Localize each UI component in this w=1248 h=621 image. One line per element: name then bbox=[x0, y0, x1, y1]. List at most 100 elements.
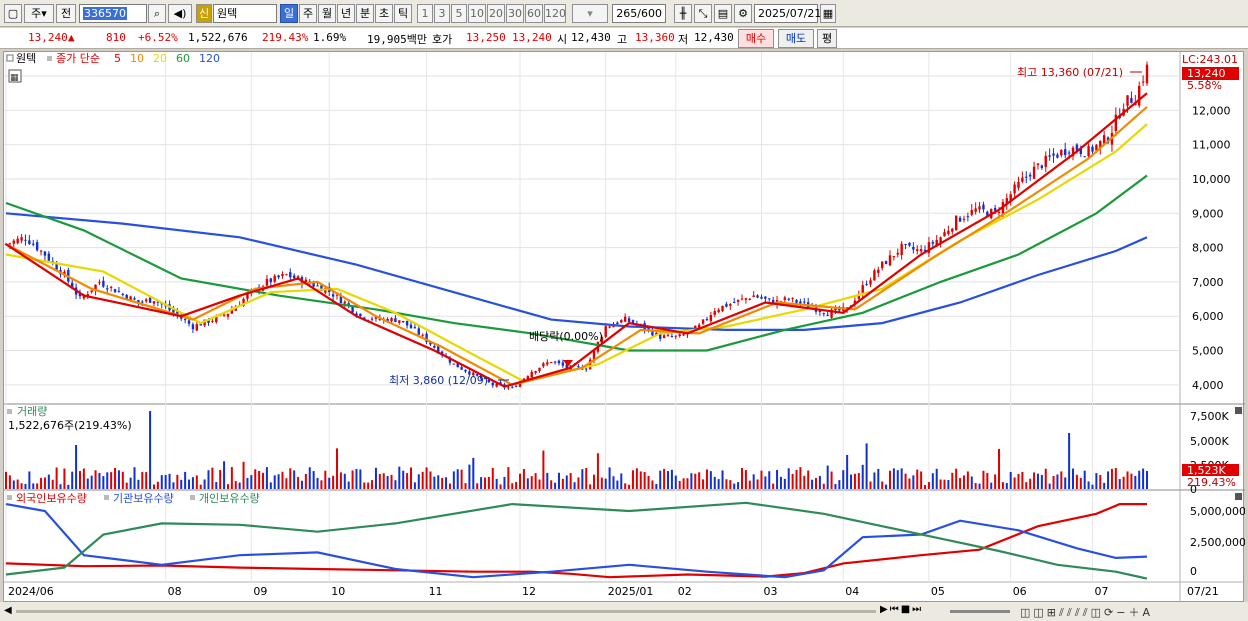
volume-bar bbox=[483, 477, 486, 489]
interval-button-20[interactable]: 20 bbox=[487, 4, 505, 23]
holding-legend: 기관보유수량 bbox=[113, 492, 174, 505]
volume-bar bbox=[316, 477, 319, 489]
candle bbox=[1017, 182, 1020, 188]
candle bbox=[277, 275, 280, 278]
gear-icon[interactable]: ⚙ bbox=[734, 4, 752, 23]
candle bbox=[285, 274, 288, 276]
tool-icon[interactable]: ⤡ bbox=[694, 4, 712, 23]
candle bbox=[312, 283, 315, 287]
candle bbox=[86, 294, 89, 296]
candle bbox=[16, 238, 19, 244]
volume-bar bbox=[834, 484, 837, 489]
prev-button[interactable]: 전 bbox=[56, 4, 76, 23]
period-tab-4[interactable]: 분 bbox=[356, 4, 374, 23]
interval-button-3[interactable]: 3 bbox=[434, 4, 450, 23]
interval-button-120[interactable]: 120 bbox=[544, 4, 566, 23]
sell-button[interactable]: 매도 bbox=[778, 29, 814, 48]
volume-bar bbox=[569, 473, 572, 489]
period-tab-6[interactable]: 틱 bbox=[394, 4, 412, 23]
legend-box-icon[interactable] bbox=[6, 54, 14, 62]
stock-chart[interactable]: 13,00012,00011,00010,0009,0008,0007,0006… bbox=[4, 52, 1246, 603]
candle bbox=[242, 298, 245, 306]
panel-close-icon[interactable] bbox=[1235, 493, 1242, 500]
chart-area[interactable]: 13,00012,00011,00010,0009,0008,0007,0006… bbox=[3, 51, 1246, 603]
chart-type-icon[interactable]: ▢ bbox=[4, 4, 22, 23]
interval-button-10[interactable]: 10 bbox=[468, 4, 486, 23]
search-icon[interactable]: ⌕ bbox=[148, 4, 166, 23]
volume-bar bbox=[273, 475, 276, 489]
volume-bar bbox=[705, 469, 708, 489]
volume-bar bbox=[725, 479, 728, 489]
volume-bar bbox=[78, 471, 81, 489]
volume-bar bbox=[900, 468, 903, 489]
volume-bar bbox=[670, 469, 673, 489]
date-field[interactable]: 2025/07/21 bbox=[754, 4, 821, 23]
candle bbox=[409, 324, 413, 329]
holding-line bbox=[5, 503, 1148, 579]
tool-icons[interactable]: ◫◫⊞⫽⫽⫽⫽◫⟳−＋A bbox=[1020, 606, 1153, 619]
change-value: 810 bbox=[106, 31, 126, 44]
calendar-icon[interactable]: ▦ bbox=[820, 4, 836, 23]
stock-legend: 원텍 bbox=[16, 52, 36, 65]
volume-bar bbox=[795, 469, 798, 489]
volume-bar bbox=[133, 467, 136, 489]
period-tab-3[interactable]: 년 bbox=[337, 4, 355, 23]
stock-name-field[interactable]: 원텍 bbox=[213, 4, 277, 23]
candle bbox=[335, 294, 339, 296]
volume-bar bbox=[207, 470, 210, 489]
volume-bar bbox=[382, 473, 385, 489]
candle bbox=[316, 285, 319, 287]
candle bbox=[733, 301, 736, 303]
speaker-icon[interactable]: ◀) bbox=[168, 4, 192, 23]
scroll-nav-icons[interactable]: ▶⏮■⏭ bbox=[880, 604, 924, 615]
holding-line bbox=[5, 501, 1148, 580]
panel-close-icon[interactable] bbox=[1235, 407, 1242, 414]
candle bbox=[125, 294, 128, 300]
volume-bar bbox=[230, 467, 233, 489]
period-select[interactable]: 주▾ bbox=[24, 4, 54, 23]
save-icon[interactable]: ▤ bbox=[714, 4, 732, 23]
period-tab-5[interactable]: 초 bbox=[375, 4, 393, 23]
interval-button-5[interactable]: 5 bbox=[451, 4, 467, 23]
candle bbox=[1071, 147, 1075, 157]
calc-icon[interactable] bbox=[8, 69, 22, 83]
scroll-left-icon[interactable]: ◀ bbox=[4, 605, 12, 616]
candle bbox=[191, 324, 195, 330]
count-field[interactable]: 265/600 bbox=[612, 4, 666, 23]
volume-bar bbox=[1036, 473, 1039, 489]
candle bbox=[912, 246, 915, 250]
interval-button-1[interactable]: 1 bbox=[417, 4, 433, 23]
volume-bar bbox=[694, 473, 697, 489]
volume-bar bbox=[1044, 468, 1047, 489]
interval-dropdown[interactable]: ▾ bbox=[572, 4, 608, 23]
holdings-lines bbox=[5, 501, 1148, 580]
candle bbox=[507, 387, 510, 389]
last-price-tag bbox=[1182, 67, 1239, 80]
period-tab-1[interactable]: 주 bbox=[299, 4, 317, 23]
period-tab-2[interactable]: 월 bbox=[318, 4, 336, 23]
candle-icon[interactable]: ╫ bbox=[674, 4, 692, 23]
holding-tick: 0 bbox=[1190, 565, 1197, 578]
interval-button-30[interactable]: 30 bbox=[506, 4, 524, 23]
candle bbox=[678, 334, 681, 337]
volume-bar bbox=[363, 482, 366, 489]
candle bbox=[94, 284, 97, 291]
scroll-track[interactable] bbox=[16, 610, 876, 613]
interval-button-60[interactable]: 60 bbox=[525, 4, 543, 23]
period-tab-0[interactable]: 일 bbox=[280, 4, 298, 23]
volume-bar bbox=[608, 467, 611, 489]
candle bbox=[546, 362, 549, 365]
code-input[interactable]: 336570 bbox=[79, 4, 147, 23]
candle bbox=[320, 285, 323, 291]
volume-bar bbox=[659, 470, 662, 489]
scroll-bar[interactable]: ◀ ▶⏮■⏭ ◫◫⊞⫽⫽⫽⫽◫⟳−＋A bbox=[0, 602, 1248, 621]
price-tick: 9,000 bbox=[1192, 207, 1224, 220]
candle bbox=[148, 297, 152, 303]
buy-button[interactable]: 매수 bbox=[738, 29, 774, 48]
volume-bar bbox=[297, 477, 300, 489]
volume-bar bbox=[250, 475, 253, 489]
eval-button[interactable]: 평 bbox=[817, 29, 837, 48]
volume-ratio: 219.43% bbox=[262, 31, 309, 44]
volume-bar bbox=[779, 476, 782, 489]
zoom-slider[interactable] bbox=[950, 610, 1010, 613]
